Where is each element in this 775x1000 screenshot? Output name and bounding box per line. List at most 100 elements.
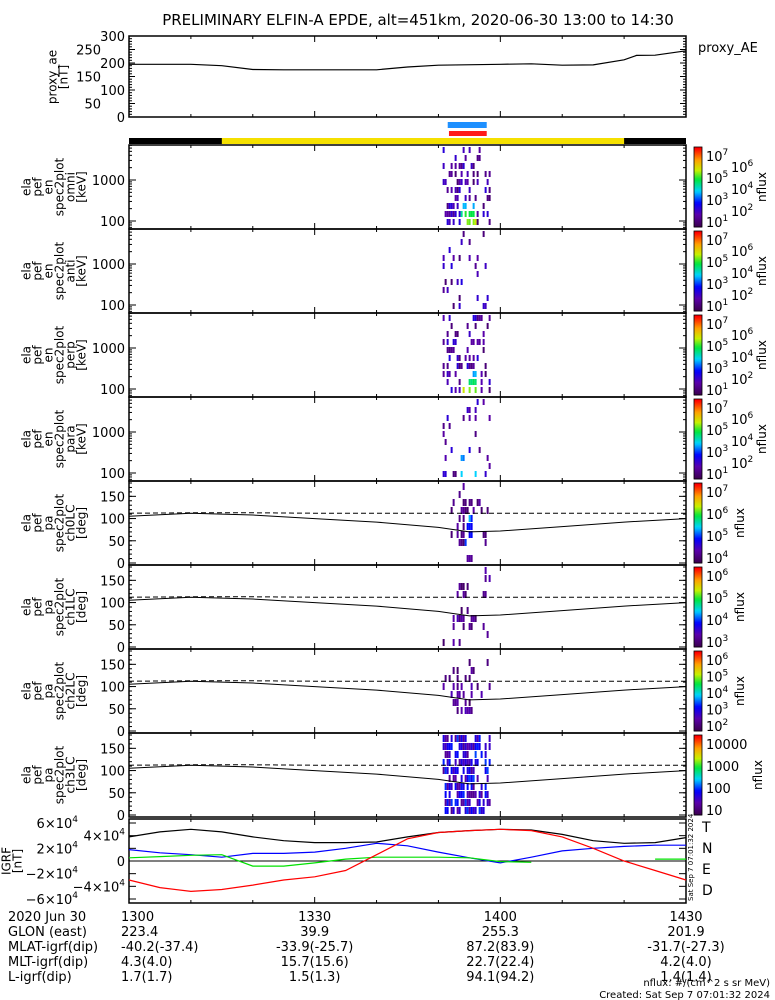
y-axis-label-line: [keV] [75,339,89,370]
spectrogram-cell [442,683,445,690]
spectrogram-cell [476,799,479,806]
colorbar-segment [694,745,702,748]
colorbar-tick-label: 104 [731,181,754,198]
colorbar-tick-label: 105 [706,590,728,607]
colorbar-segment [694,325,702,328]
spectrogram-cell [470,531,473,538]
colorbar-segment [694,343,702,346]
y-axis-label-line: ela [20,598,34,616]
colorbar-segment [694,449,702,452]
colorbar-segment [694,257,702,260]
spectrogram-cell [460,279,463,285]
colorbar-segment [694,729,702,732]
spectrogram-cell [470,667,473,674]
colorbar-segment [694,149,702,152]
y-tick-label: −2×104 [26,866,79,883]
spectrogram-cell [474,407,477,413]
spectrogram-cell [454,699,457,706]
colorbar-tick-exponent: 3 [723,702,729,712]
colorbar-segment [694,683,702,686]
spectrogram-cell [466,171,469,177]
spectrogram-cell [454,339,457,345]
spectrogram-cell [466,407,469,413]
spectrogram-cell [462,791,465,798]
spectrogram-cell [488,187,491,193]
colorbar-segment [694,503,702,506]
spectrogram-cell [444,471,447,477]
colorbar-segment [694,487,702,490]
spectrogram-cell [452,255,455,261]
colorbar-segment [694,469,702,472]
spectrogram-cell [472,219,475,225]
spectrogram-cell [484,471,487,477]
energy-spectrogram-panel [128,396,687,482]
colorbar-tick-label: 104 [731,349,754,366]
igrf-legend-N: N [702,841,712,857]
y-axis-label-line: ela [20,682,34,700]
spectrogram-cell [464,743,467,750]
colorbar-segment [694,629,702,632]
proxy-ae-legend: proxy_AE [698,41,758,56]
spectrogram-cell [486,775,489,782]
colorbar-segment [694,173,702,176]
spectrogram-cell [460,783,463,790]
spectrogram-cell [478,447,481,453]
spectrogram-cell [450,171,453,177]
loss-cone-line [128,596,687,617]
annotation-value: 255.3 [482,925,519,940]
spectrogram-cell [470,783,473,790]
colorbar-segment [694,171,702,174]
colorbar-segment [694,295,702,298]
colorbar-tick-label: 107 [706,484,728,501]
spectrogram-cell [474,387,477,393]
colorbar-tick-exponent: 4 [723,685,729,695]
colorbar-segment [694,569,702,572]
colorbar-segment [694,157,702,160]
spectrogram-cell [452,667,455,674]
spectrogram-cell [446,371,449,377]
colorbar-segment [694,455,702,458]
spectrogram-cell [450,323,453,329]
spectrogram-cell [472,339,475,345]
spectrogram-cell [452,699,455,706]
colorbar-segment [694,273,702,276]
spectrogram-cell [458,379,461,385]
spectrogram-cell [486,455,489,461]
spectrogram-cell [460,759,463,766]
spectrogram-cell [460,455,463,461]
colorbar-segment [694,167,702,170]
spectrogram-cell [480,807,483,814]
spectrogram-cell [468,659,471,666]
colorbar-segment [694,681,702,684]
annotation-row-label: GLON (east) [8,925,87,940]
colorbar-frame [693,146,703,228]
annotation-value: 15.7(15.6) [281,955,349,970]
spectrogram-cell [458,187,461,193]
y-axis-label-line: pa [42,600,56,615]
spectrogram-cell [444,211,447,217]
colorbar-segment [694,187,702,190]
spectrogram-cell [456,675,459,682]
colorbar-tick-exponent: 3 [723,360,729,370]
colorbar-segment [694,179,702,182]
spectrogram-cell [468,623,471,630]
y-tick-label: 100 [100,467,125,482]
spectrogram-cell [460,539,463,546]
spectrogram-cell [484,539,487,546]
y-axis-label-line: pef [31,513,45,533]
spectrogram-cell [482,331,485,337]
spectrogram-cell [486,323,489,329]
spectrogram-cell [474,263,477,269]
spectrogram-cell [462,783,465,790]
spectrogram-cell [488,387,491,393]
colorbar-segment [694,747,702,750]
spectrogram-cell [476,339,479,345]
colorbar-segment [694,485,702,488]
colorbar-segment [694,603,702,606]
spectrogram-cell [460,735,463,742]
spectrogram-cell [474,743,477,750]
colorbar-segment [694,579,702,582]
spectrogram-cell [448,775,451,782]
colorbar-tick-label: 101 [706,214,728,231]
spectrogram-cell [470,555,473,562]
